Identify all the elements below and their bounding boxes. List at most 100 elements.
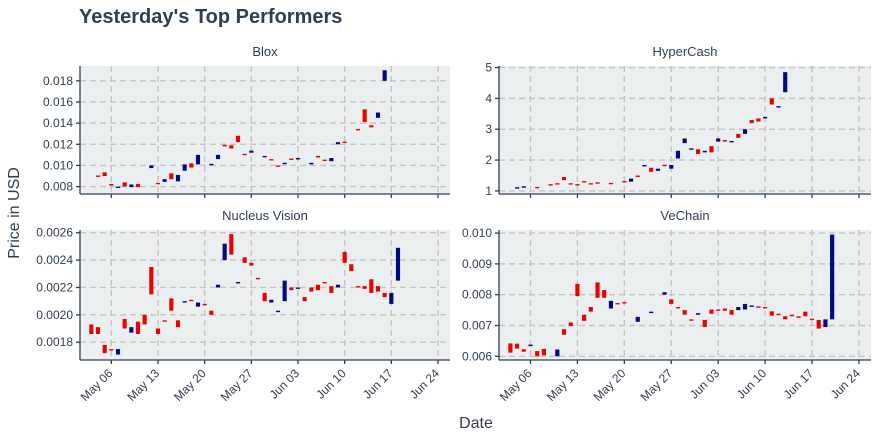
candle-down (322, 282, 327, 284)
candle-down (582, 314, 587, 321)
candle-down (508, 343, 513, 353)
candle-up (642, 165, 647, 167)
x-tick-label: Jun 17 (360, 366, 396, 402)
y-tick-label: 4 (485, 91, 492, 105)
candle-down (169, 298, 174, 311)
x-tick-label: Jun 17 (781, 366, 817, 402)
candle-down (289, 158, 294, 160)
candle-down (202, 303, 207, 306)
candle-up (262, 155, 267, 158)
candle-up (235, 282, 241, 284)
candle-down (548, 184, 553, 186)
candle-down (756, 118, 761, 122)
candle-down (796, 316, 801, 318)
candle-down (689, 319, 694, 321)
candle-down (102, 172, 107, 177)
candle-up (742, 303, 748, 310)
candle-down (249, 262, 254, 266)
candle-down (809, 318, 815, 321)
candle-up (182, 164, 187, 171)
candle-down (662, 164, 667, 167)
candle-down (315, 284, 321, 291)
candle-up (335, 284, 341, 288)
candle-up (249, 150, 254, 153)
candle-up (555, 349, 560, 357)
candle-down (515, 343, 520, 349)
candle-up (209, 163, 214, 166)
candle-down (635, 175, 640, 178)
candle-up (195, 154, 201, 165)
candle-down (229, 145, 234, 149)
x-tick-label: Jun 24 (407, 366, 443, 402)
candle-down (722, 140, 727, 142)
y-tick-label: 0.006 (462, 349, 492, 363)
candle-up (635, 316, 640, 322)
panel-1: HyperCash 1 2 3 4 5 (485, 44, 871, 198)
candle-down (521, 349, 526, 352)
y-tick-label: 0.0026 (36, 226, 73, 240)
y-tick-label: 0.008 (462, 288, 492, 302)
candle-down (275, 165, 281, 167)
candle-down (763, 307, 768, 309)
y-tick-label: 0.010 (43, 158, 73, 172)
candle-up (309, 162, 314, 165)
candle-down (568, 183, 573, 185)
candle-down (362, 286, 367, 289)
candle-down (695, 149, 701, 154)
y-axis-label: Price in USD (6, 167, 23, 259)
candle-down (149, 266, 154, 295)
y-tick-label: 3 (485, 122, 492, 136)
x-tick-label: May 13 (544, 366, 582, 404)
candle-down (602, 290, 607, 298)
candle-down (169, 173, 174, 180)
candle-up (129, 184, 134, 188)
candle-down (349, 264, 354, 272)
candle-down (342, 141, 347, 144)
x-tick-label: May 20 (171, 366, 209, 404)
candle-down (362, 109, 367, 123)
y-tick-label: 0.018 (43, 74, 73, 88)
candle-up (783, 72, 788, 93)
candle-up (282, 280, 287, 302)
candle-up (295, 158, 301, 160)
candle-down (535, 186, 540, 189)
candle-down (262, 292, 267, 302)
candle-up (115, 186, 121, 188)
candle-up (395, 247, 401, 281)
candle-down (375, 286, 381, 292)
candle-down (189, 163, 194, 168)
candle-up (335, 142, 341, 145)
candle-down (756, 306, 761, 308)
candle-down (289, 287, 294, 291)
candle-up (655, 168, 660, 171)
y-tick-label: 0.014 (43, 116, 73, 130)
candle-down (369, 125, 374, 128)
candle-down (803, 311, 808, 317)
candle-up (269, 299, 274, 303)
candle-down (102, 344, 107, 354)
candle-up (736, 307, 741, 311)
candle-down (229, 234, 234, 255)
candle-down (541, 348, 546, 356)
panel-title: VeChain (660, 208, 709, 223)
y-tick-label: 2 (485, 153, 492, 167)
candle-up (215, 154, 221, 160)
candle-up (389, 292, 394, 304)
candle-down (595, 182, 600, 184)
candle-up (521, 186, 526, 188)
candle-down (142, 314, 147, 325)
candle-down (309, 287, 314, 292)
panel-background (499, 66, 871, 194)
candle-down (189, 299, 194, 302)
candle-down (816, 319, 821, 329)
chart-title: Yesterday's Top Performers (79, 6, 342, 28)
candle-down (649, 167, 654, 172)
candle-down (783, 316, 788, 320)
candle-up (729, 140, 734, 143)
candle-down (555, 183, 560, 185)
candle-down (776, 313, 781, 316)
candle-up (763, 116, 768, 119)
y-tick-label: 0.009 (462, 257, 492, 271)
y-tick-label: 0.012 (43, 137, 73, 151)
candle-down (155, 182, 161, 185)
